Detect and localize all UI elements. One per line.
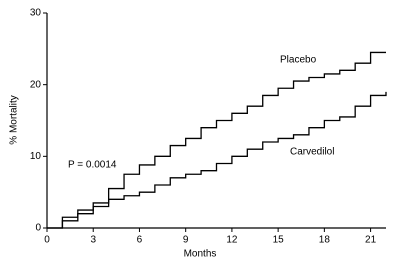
x-tick-label: 18: [319, 235, 331, 246]
annotation: P = 0.0014: [68, 160, 117, 171]
x-tick-label: 0: [44, 235, 50, 246]
x-tick-label: 15: [273, 235, 285, 246]
series-label: Placebo: [280, 55, 317, 66]
x-tick-label: 6: [137, 235, 143, 246]
x-tick-label: 3: [90, 235, 96, 246]
y-tick-label: 0: [35, 223, 41, 234]
x-tick-label: 12: [226, 235, 238, 246]
y-axis-title: % Mortality: [9, 95, 20, 144]
y-tick-label: 20: [30, 79, 42, 90]
x-axis-title: Months: [184, 249, 217, 260]
x-tick-label: 21: [365, 235, 377, 246]
y-tick-label: 10: [30, 151, 42, 162]
x-tick-label: 9: [183, 235, 189, 246]
series-line: [47, 91, 387, 229]
y-tick-label: 30: [30, 8, 42, 19]
series-label: Carvedilol: [290, 147, 334, 158]
series-line: [47, 51, 386, 229]
